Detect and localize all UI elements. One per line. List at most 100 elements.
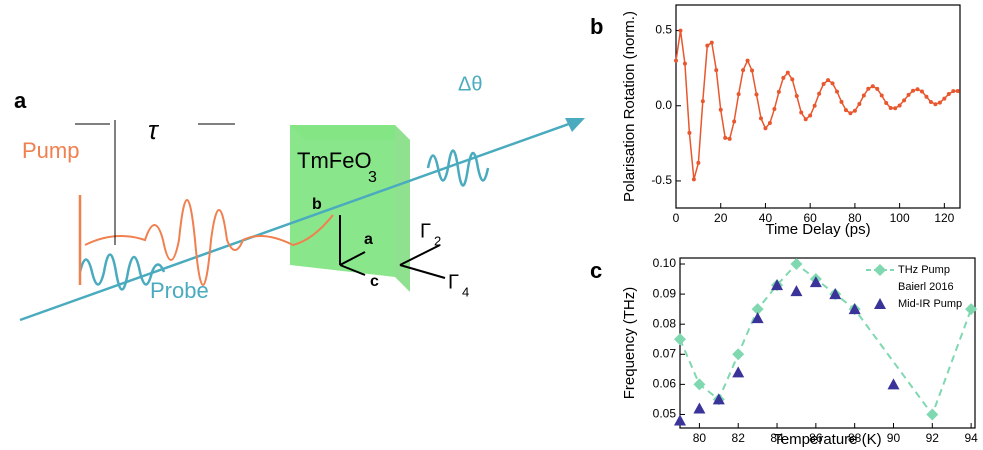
marker	[951, 89, 955, 93]
marker	[857, 102, 861, 106]
x-tick-label: 80	[693, 431, 707, 445]
marker	[844, 108, 848, 112]
x-axis-label: Temperature (K)	[773, 431, 881, 448]
mode-label: Γ	[420, 220, 431, 242]
marker	[898, 103, 902, 107]
marker	[723, 136, 727, 140]
marker	[790, 258, 802, 270]
marker	[947, 92, 951, 96]
marker	[693, 378, 705, 390]
marker	[938, 101, 942, 105]
x-tick-label: 0	[673, 211, 680, 225]
marker	[674, 59, 678, 63]
marker	[848, 111, 852, 115]
y-tick-label: -0.5	[651, 173, 672, 187]
y-tick-label: 0.08	[653, 316, 677, 330]
marker	[777, 90, 781, 94]
marker	[732, 348, 744, 360]
y-tick-label: 0.10	[653, 256, 677, 270]
legend-label: THz Pump	[898, 264, 950, 276]
panel-label: b	[590, 14, 603, 39]
x-tick-label: 100	[890, 211, 910, 225]
marker	[795, 94, 799, 98]
mode-subscript: 2	[434, 233, 441, 248]
y-tick-label: 0.06	[653, 377, 677, 391]
marker	[750, 69, 754, 73]
panel-label: c	[590, 258, 602, 283]
rotation-label: Δθ	[458, 73, 482, 95]
marker	[831, 81, 835, 85]
axis-label: c	[370, 273, 379, 290]
probe-label: Probe	[150, 278, 209, 303]
marker	[790, 77, 794, 81]
pump-label: Pump	[22, 138, 79, 163]
marker	[911, 89, 915, 93]
y-tick-label: 0.0	[655, 98, 672, 112]
plot-frame	[676, 5, 960, 208]
axis-label: a	[364, 231, 373, 248]
figure: a Pump Probe τ TmFeO 3 Δθ b a c Γ 2 Γ 4 …	[0, 0, 983, 450]
marker	[804, 117, 808, 121]
marker	[714, 68, 718, 72]
legend-label: Mid-IR Pump	[898, 298, 962, 310]
legend-note: Baierl 2016	[898, 281, 954, 293]
marker	[772, 107, 776, 111]
x-tick-label: 94	[964, 431, 978, 445]
x-tick-label: 40	[759, 211, 773, 225]
crystal-label: TmFeO	[297, 148, 372, 173]
marker	[710, 41, 714, 45]
x-tick-label: 20	[714, 211, 728, 225]
x-tick-label: 82	[732, 431, 746, 445]
marker	[763, 126, 767, 130]
marker	[887, 378, 899, 389]
marker	[737, 92, 741, 96]
marker	[768, 121, 772, 125]
marker	[942, 97, 946, 101]
marker	[781, 76, 785, 80]
mode-subscript: 4	[462, 284, 469, 299]
marker	[741, 68, 745, 72]
legend-marker	[874, 298, 886, 309]
legend-marker	[874, 264, 886, 276]
x-tick-label: 60	[803, 211, 817, 225]
y-tick-label: 0.07	[653, 346, 677, 360]
mode-label: Γ	[448, 271, 459, 293]
marker	[907, 93, 911, 97]
marker	[839, 100, 843, 104]
marker	[866, 87, 870, 91]
x-tick-label: 92	[926, 431, 940, 445]
marker	[920, 89, 924, 93]
marker	[929, 100, 933, 104]
y-tick-label: 0.5	[655, 23, 672, 37]
marker	[853, 109, 857, 113]
marker	[701, 99, 705, 103]
y-axis-label: Polarisation Rotation (norm.)	[621, 11, 638, 202]
marker	[693, 402, 705, 413]
marker	[926, 408, 938, 420]
x-tick-label: 120	[934, 211, 954, 225]
marker	[933, 102, 937, 106]
y-tick-label: 0.09	[653, 286, 677, 300]
marker	[732, 120, 736, 124]
marker	[674, 333, 686, 345]
x-tick-label: 88	[848, 431, 862, 445]
marker	[893, 106, 897, 110]
marker	[875, 87, 879, 91]
x-tick-label: 90	[887, 431, 901, 445]
marker	[719, 108, 723, 112]
marker	[817, 92, 821, 96]
marker	[835, 90, 839, 94]
marker	[732, 366, 744, 377]
marker	[683, 62, 687, 66]
marker	[862, 94, 866, 98]
marker	[916, 87, 920, 91]
marker	[705, 44, 709, 48]
marker	[813, 104, 817, 108]
marker	[826, 78, 830, 82]
schematic: a Pump Probe τ TmFeO 3 Δθ b a c Γ 2 Γ 4	[14, 73, 585, 320]
marker	[924, 95, 928, 99]
marker	[786, 71, 790, 75]
marker	[687, 131, 691, 135]
marker	[799, 111, 803, 115]
y-axis-label: Frequency (THz)	[621, 287, 638, 400]
